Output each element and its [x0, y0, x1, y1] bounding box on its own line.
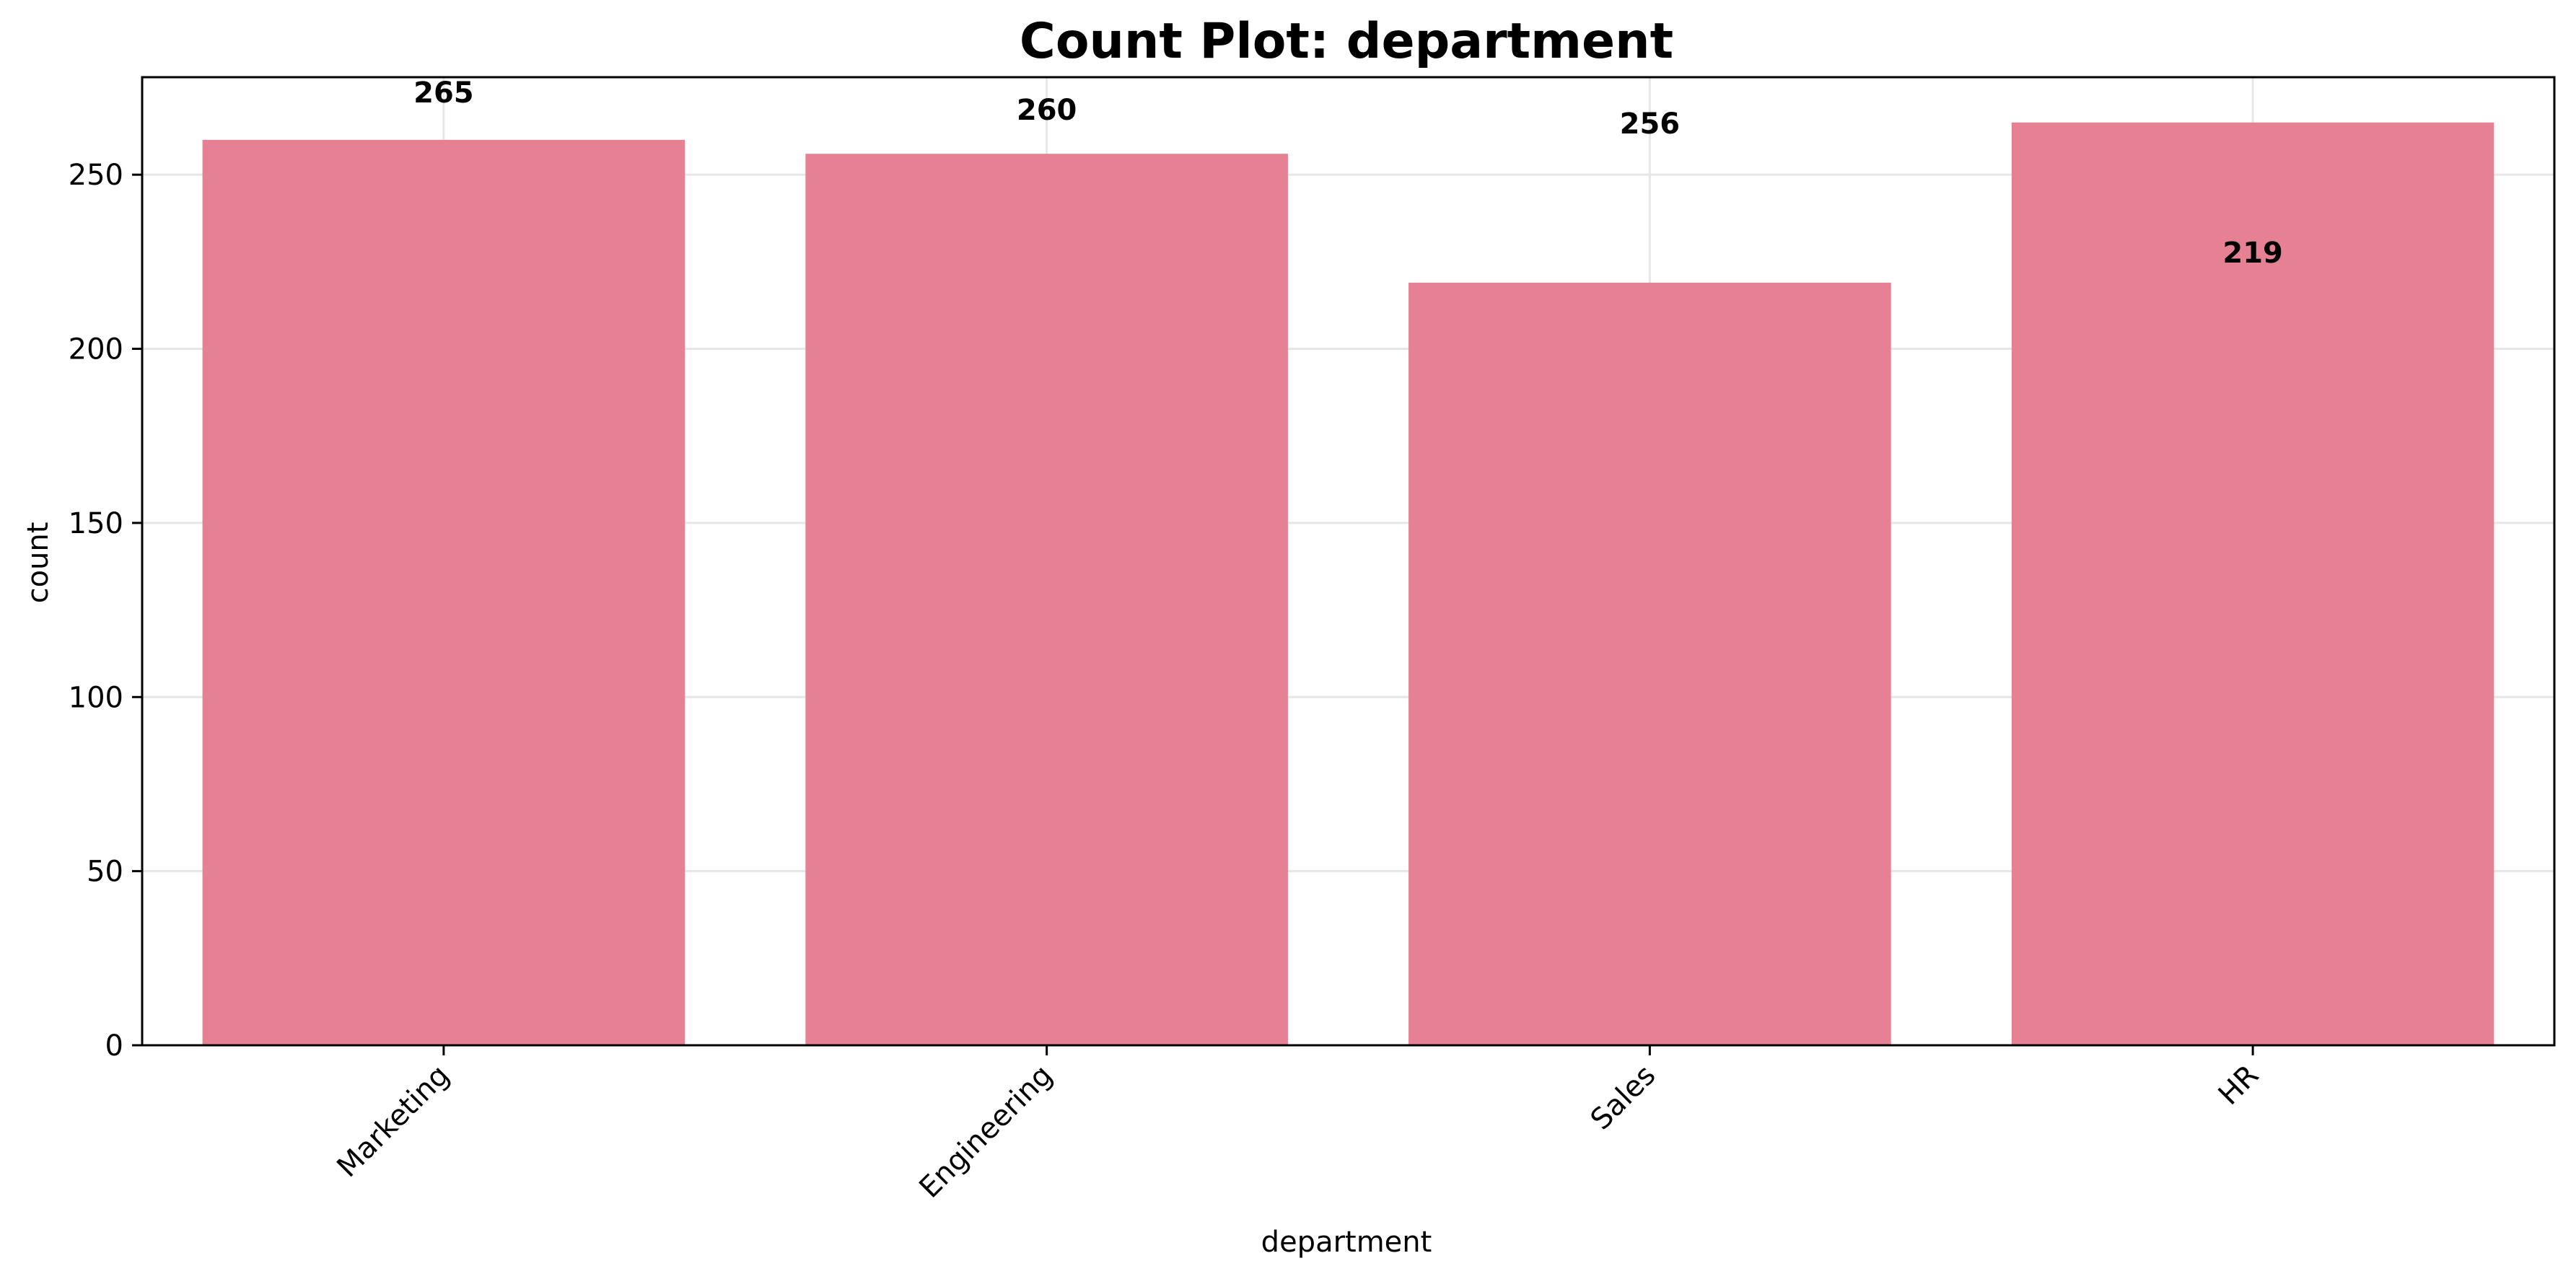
y-tick-label: 200 [69, 333, 123, 366]
plot-frame [141, 76, 2556, 1047]
y-tick-label: 0 [105, 1029, 123, 1063]
y-tick-label: 50 [87, 856, 123, 889]
bar-hr [2011, 122, 2494, 1046]
bar-value-label: 260 [1017, 94, 1077, 127]
y-tick-label: 250 [69, 159, 123, 192]
y-axis-label: count [22, 522, 55, 604]
bar-value-label: 219 [2222, 237, 2283, 270]
bar-value-label: 256 [1620, 107, 1681, 141]
axes-frame [141, 76, 2556, 1047]
y-tick-label: 150 [69, 507, 123, 540]
bar-value-label: 265 [413, 76, 474, 110]
y-tick-label: 100 [69, 681, 123, 714]
data-labels: 265 260 256 219 [413, 76, 2283, 270]
bar-engineering [805, 154, 1288, 1046]
x-axis-label: department [1261, 1226, 1432, 1259]
bar-marketing [202, 139, 685, 1045]
bars [202, 122, 2494, 1046]
chart-title: Count Plot: department [1020, 13, 1673, 70]
bar-sales [1409, 282, 1891, 1045]
